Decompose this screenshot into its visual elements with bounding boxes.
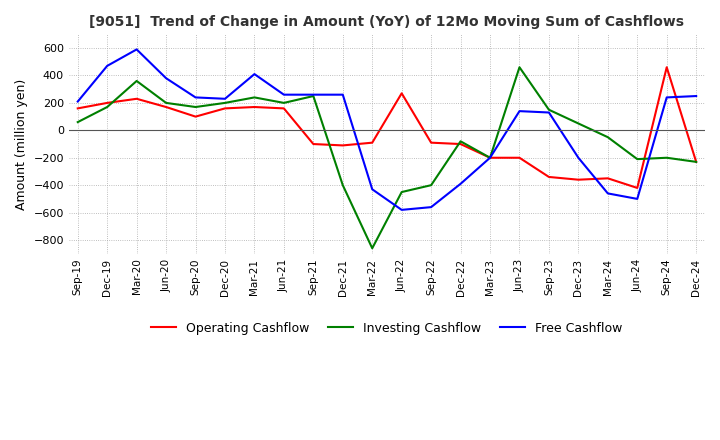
Operating Cashflow	[456, 141, 465, 147]
Operating Cashflow	[132, 96, 141, 102]
Investing Cashflow	[397, 189, 406, 194]
Operating Cashflow	[103, 100, 112, 106]
Operating Cashflow	[192, 114, 200, 119]
Free Cashflow	[250, 71, 258, 77]
Free Cashflow	[397, 207, 406, 213]
Free Cashflow	[515, 109, 523, 114]
Free Cashflow	[427, 205, 436, 210]
Operating Cashflow	[603, 176, 612, 181]
Operating Cashflow	[427, 140, 436, 145]
Operating Cashflow	[574, 177, 582, 182]
Line: Operating Cashflow: Operating Cashflow	[78, 67, 696, 188]
Investing Cashflow	[486, 155, 495, 161]
Free Cashflow	[132, 47, 141, 52]
Operating Cashflow	[220, 106, 229, 111]
Operating Cashflow	[397, 91, 406, 96]
Investing Cashflow	[574, 121, 582, 126]
Investing Cashflow	[338, 183, 347, 188]
Free Cashflow	[309, 92, 318, 97]
Investing Cashflow	[662, 155, 671, 161]
Operating Cashflow	[73, 106, 82, 111]
Investing Cashflow	[603, 135, 612, 140]
Operating Cashflow	[162, 104, 171, 110]
Investing Cashflow	[544, 107, 553, 112]
Free Cashflow	[662, 95, 671, 100]
Investing Cashflow	[515, 65, 523, 70]
Investing Cashflow	[73, 120, 82, 125]
Operating Cashflow	[544, 174, 553, 180]
Free Cashflow	[338, 92, 347, 97]
Investing Cashflow	[633, 157, 642, 162]
Operating Cashflow	[368, 140, 377, 145]
Investing Cashflow	[162, 100, 171, 106]
Free Cashflow	[544, 110, 553, 115]
Investing Cashflow	[220, 100, 229, 106]
Free Cashflow	[103, 63, 112, 69]
Y-axis label: Amount (million yen): Amount (million yen)	[15, 78, 28, 210]
Operating Cashflow	[338, 143, 347, 148]
Investing Cashflow	[692, 159, 701, 165]
Operating Cashflow	[279, 106, 288, 111]
Operating Cashflow	[486, 155, 495, 161]
Operating Cashflow	[662, 65, 671, 70]
Investing Cashflow	[192, 104, 200, 110]
Free Cashflow	[456, 181, 465, 187]
Investing Cashflow	[309, 93, 318, 99]
Free Cashflow	[574, 155, 582, 161]
Line: Free Cashflow: Free Cashflow	[78, 49, 696, 210]
Operating Cashflow	[633, 185, 642, 191]
Title: [9051]  Trend of Change in Amount (YoY) of 12Mo Moving Sum of Cashflows: [9051] Trend of Change in Amount (YoY) o…	[89, 15, 685, 29]
Operating Cashflow	[309, 141, 318, 147]
Free Cashflow	[692, 93, 701, 99]
Free Cashflow	[162, 76, 171, 81]
Operating Cashflow	[250, 104, 258, 110]
Free Cashflow	[486, 155, 495, 161]
Investing Cashflow	[132, 78, 141, 84]
Investing Cashflow	[103, 104, 112, 110]
Free Cashflow	[192, 95, 200, 100]
Investing Cashflow	[279, 100, 288, 106]
Operating Cashflow	[515, 155, 523, 161]
Free Cashflow	[603, 191, 612, 196]
Free Cashflow	[220, 96, 229, 102]
Line: Investing Cashflow: Investing Cashflow	[78, 67, 696, 248]
Legend: Operating Cashflow, Investing Cashflow, Free Cashflow: Operating Cashflow, Investing Cashflow, …	[146, 317, 628, 340]
Free Cashflow	[633, 196, 642, 202]
Investing Cashflow	[368, 246, 377, 251]
Investing Cashflow	[427, 183, 436, 188]
Investing Cashflow	[456, 139, 465, 144]
Free Cashflow	[368, 187, 377, 192]
Free Cashflow	[279, 92, 288, 97]
Free Cashflow	[73, 99, 82, 104]
Investing Cashflow	[250, 95, 258, 100]
Operating Cashflow	[692, 159, 701, 165]
